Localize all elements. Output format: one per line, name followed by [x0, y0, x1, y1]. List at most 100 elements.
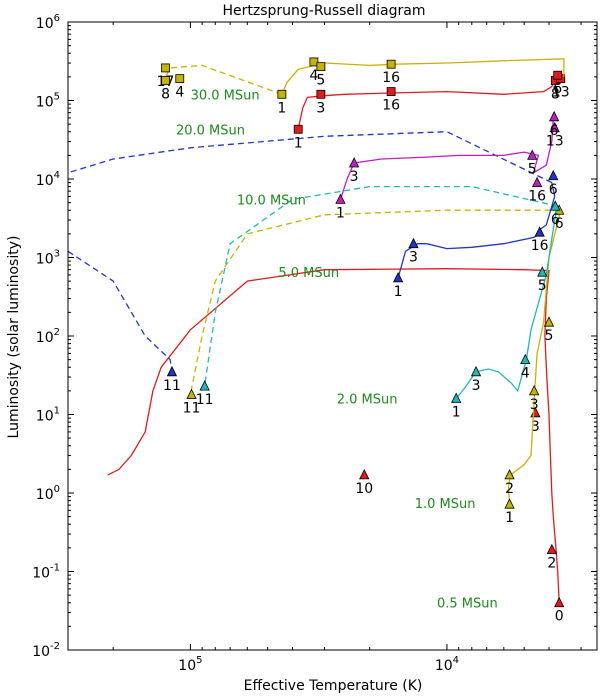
track-solid-0-5-msun — [107, 268, 560, 603]
mass-label-10-0-msun: 10.0 MSun — [237, 193, 306, 208]
mass-label-5-0-msun: 5.0 MSun — [278, 266, 339, 281]
phase-label: 8 — [551, 86, 560, 102]
phase-marker-triangle — [359, 469, 370, 480]
phase-label: 3 — [350, 169, 359, 185]
phase-marker-triangle — [186, 388, 197, 399]
y-tick-label: 104 — [36, 170, 60, 189]
y-tick-label: 102 — [36, 327, 60, 346]
phase-label: 1 — [394, 284, 403, 300]
mass-label-1-0-msun: 1.0 MSun — [415, 497, 476, 512]
phase-marker-triangle — [451, 392, 462, 403]
phase-label: 5 — [528, 161, 537, 177]
mass-label-2-0-msun: 2.0 MSun — [337, 392, 398, 407]
phase-label: 16 — [382, 98, 400, 114]
phase-marker-square — [161, 76, 170, 85]
phase-marker-triangle — [392, 271, 404, 283]
phase-label: 4 — [521, 366, 530, 382]
phase-label: 11 — [196, 392, 214, 408]
phase-label: 11 — [163, 378, 181, 394]
track-solid-20-0-msun — [297, 76, 559, 130]
phase-label: 4 — [309, 68, 318, 84]
phase-label: 1 — [277, 100, 286, 116]
y-tick-label: 101 — [36, 406, 60, 425]
phase-label: 5 — [545, 328, 554, 344]
phase-label: 1 — [505, 510, 514, 526]
phase-marker-triangle — [534, 226, 545, 237]
phase-label: 5 — [538, 278, 547, 294]
phase-label: 6 — [549, 182, 558, 198]
phase-marker-triangle — [166, 365, 178, 377]
y-tick-label: 100 — [36, 484, 60, 503]
track-dashed-2-0-msun — [203, 185, 558, 387]
mass-label-20-0-msun: 20.0 MSun — [176, 123, 245, 138]
phase-label: 2 — [505, 481, 514, 497]
phase-label: 6 — [553, 81, 562, 97]
phase-marker-square — [316, 62, 326, 72]
phase-marker-triangle — [408, 237, 419, 249]
phase-label: 11 — [183, 400, 201, 416]
track-dashed-1-0-msun — [189, 209, 561, 395]
phase-label: 10 — [355, 481, 373, 497]
y-tick-label: 106 — [36, 13, 60, 32]
x-tick-label: 104 — [435, 655, 459, 674]
phase-label: 3 — [409, 250, 418, 266]
phase-marker-triangle — [543, 316, 555, 327]
phase-marker-triangle — [504, 469, 515, 480]
phase-marker-square — [309, 57, 319, 67]
phase-marker-triangle — [529, 384, 540, 396]
phase-label: 6 — [555, 216, 564, 232]
phase-marker-triangle — [548, 169, 559, 181]
series-0-5-msun: 0 2 3 10 — [107, 268, 565, 625]
phase-marker-square — [277, 89, 287, 99]
track-dashed-30-0-msun — [164, 64, 283, 95]
x-axis-label: Effective Temperature (K) — [244, 678, 423, 694]
phase-marker-square — [386, 59, 396, 69]
phase-marker-triangle — [550, 200, 561, 211]
phase-marker-triangle — [504, 498, 515, 509]
phase-label: 16 — [531, 238, 549, 254]
x-tick-label: 105 — [178, 655, 202, 674]
phase-marker-triangle — [548, 110, 560, 122]
phase-marker-square — [316, 89, 326, 99]
phase-label: 3 — [472, 378, 481, 394]
phase-marker-triangle — [527, 149, 538, 160]
mass-label-0-5-msun: 0.5 MSun — [437, 597, 498, 612]
phase-marker-triangle — [520, 353, 531, 365]
phase-marker-triangle — [199, 380, 210, 391]
y-tick-label: 10-1 — [32, 563, 60, 582]
y-tick-label: 105 — [36, 92, 60, 111]
phase-marker-square — [161, 63, 170, 73]
chart-title: Hertzsprung-Russell diagram — [223, 3, 426, 19]
phase-marker-triangle — [531, 176, 543, 187]
phase-marker-triangle — [470, 365, 482, 377]
phase-marker-triangle — [348, 157, 360, 168]
phase-label: 0 — [555, 609, 564, 625]
phase-label: 6 — [551, 212, 560, 228]
y-axis-label: Luminosity (solar luminosity) — [6, 236, 22, 439]
phase-label: 16 — [382, 70, 400, 86]
phase-label: 2 — [547, 556, 556, 572]
phase-marker-triangle — [537, 266, 548, 277]
phase-label: 8 — [161, 86, 170, 102]
phase-label: 16 — [528, 189, 546, 205]
phase-marker-triangle — [554, 596, 565, 608]
phase-marker-square — [553, 70, 563, 80]
phase-marker-square — [293, 124, 303, 134]
phase-label: 1 — [452, 404, 461, 420]
y-tick-label: 103 — [36, 249, 60, 268]
phase-label: 13 — [546, 134, 564, 150]
phase-marker-triangle — [546, 543, 557, 555]
phase-label: 4 — [175, 85, 184, 101]
phase-marker-triangle — [335, 193, 346, 204]
phase-label: 1 — [336, 205, 345, 221]
y-tick-label: 10-2 — [32, 641, 60, 660]
